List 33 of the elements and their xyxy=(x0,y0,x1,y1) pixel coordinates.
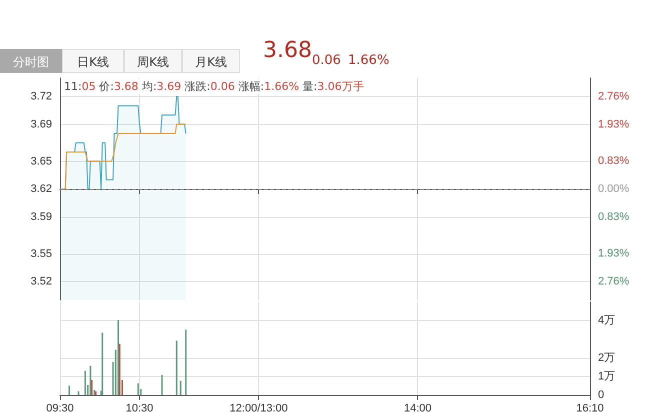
y-tick-label: 1万 xyxy=(598,370,616,382)
text: 1.66% xyxy=(348,53,390,68)
y-tick-label: 3.62 xyxy=(30,183,52,195)
text: 0.06 xyxy=(312,53,341,68)
y2-tick-label: 2.76% xyxy=(598,90,630,102)
text: 分时图 xyxy=(0,49,62,73)
y-tick-label: 3.59 xyxy=(30,210,52,223)
annotation: 3.68 xyxy=(114,80,138,93)
y2-tick-label: 0.83% xyxy=(598,155,630,168)
text: 月K线 xyxy=(182,49,240,73)
text: 日K线 xyxy=(62,49,124,73)
x-tick-label: 10:30 xyxy=(126,402,154,414)
x-tick-label: 14:00 xyxy=(404,402,432,414)
y2-tick-label: 1.93% xyxy=(598,118,630,130)
y-tick-label: 3.65 xyxy=(30,155,52,168)
y2-tick-label: 1.93% xyxy=(598,248,630,260)
y-tick-label: 3.52 xyxy=(30,276,52,288)
text: 3.68 xyxy=(263,38,312,63)
y2-tick-label: 2.76% xyxy=(598,276,630,288)
y-tick-label: 3.72 xyxy=(30,90,52,102)
y-tick-label: 4万 xyxy=(598,314,616,327)
x-tick-label: 16:10 xyxy=(576,402,604,414)
x-tick-label: 09:30 xyxy=(46,402,74,414)
y-tick-label: 3.55 xyxy=(30,248,52,260)
y2-tick-label: 0.83% xyxy=(598,210,630,223)
y-tick-label: 0 xyxy=(598,389,604,401)
y-tick-label: 3.69 xyxy=(30,118,52,130)
y-tick-label: 2万 xyxy=(598,352,616,364)
x-tick-label: 12:00/13:00 xyxy=(230,402,288,414)
y2-tick-label: 0.00% xyxy=(598,183,630,195)
text: 周K线 xyxy=(124,49,182,73)
line-series xyxy=(60,124,186,190)
annotation: 0.06 xyxy=(210,80,235,93)
